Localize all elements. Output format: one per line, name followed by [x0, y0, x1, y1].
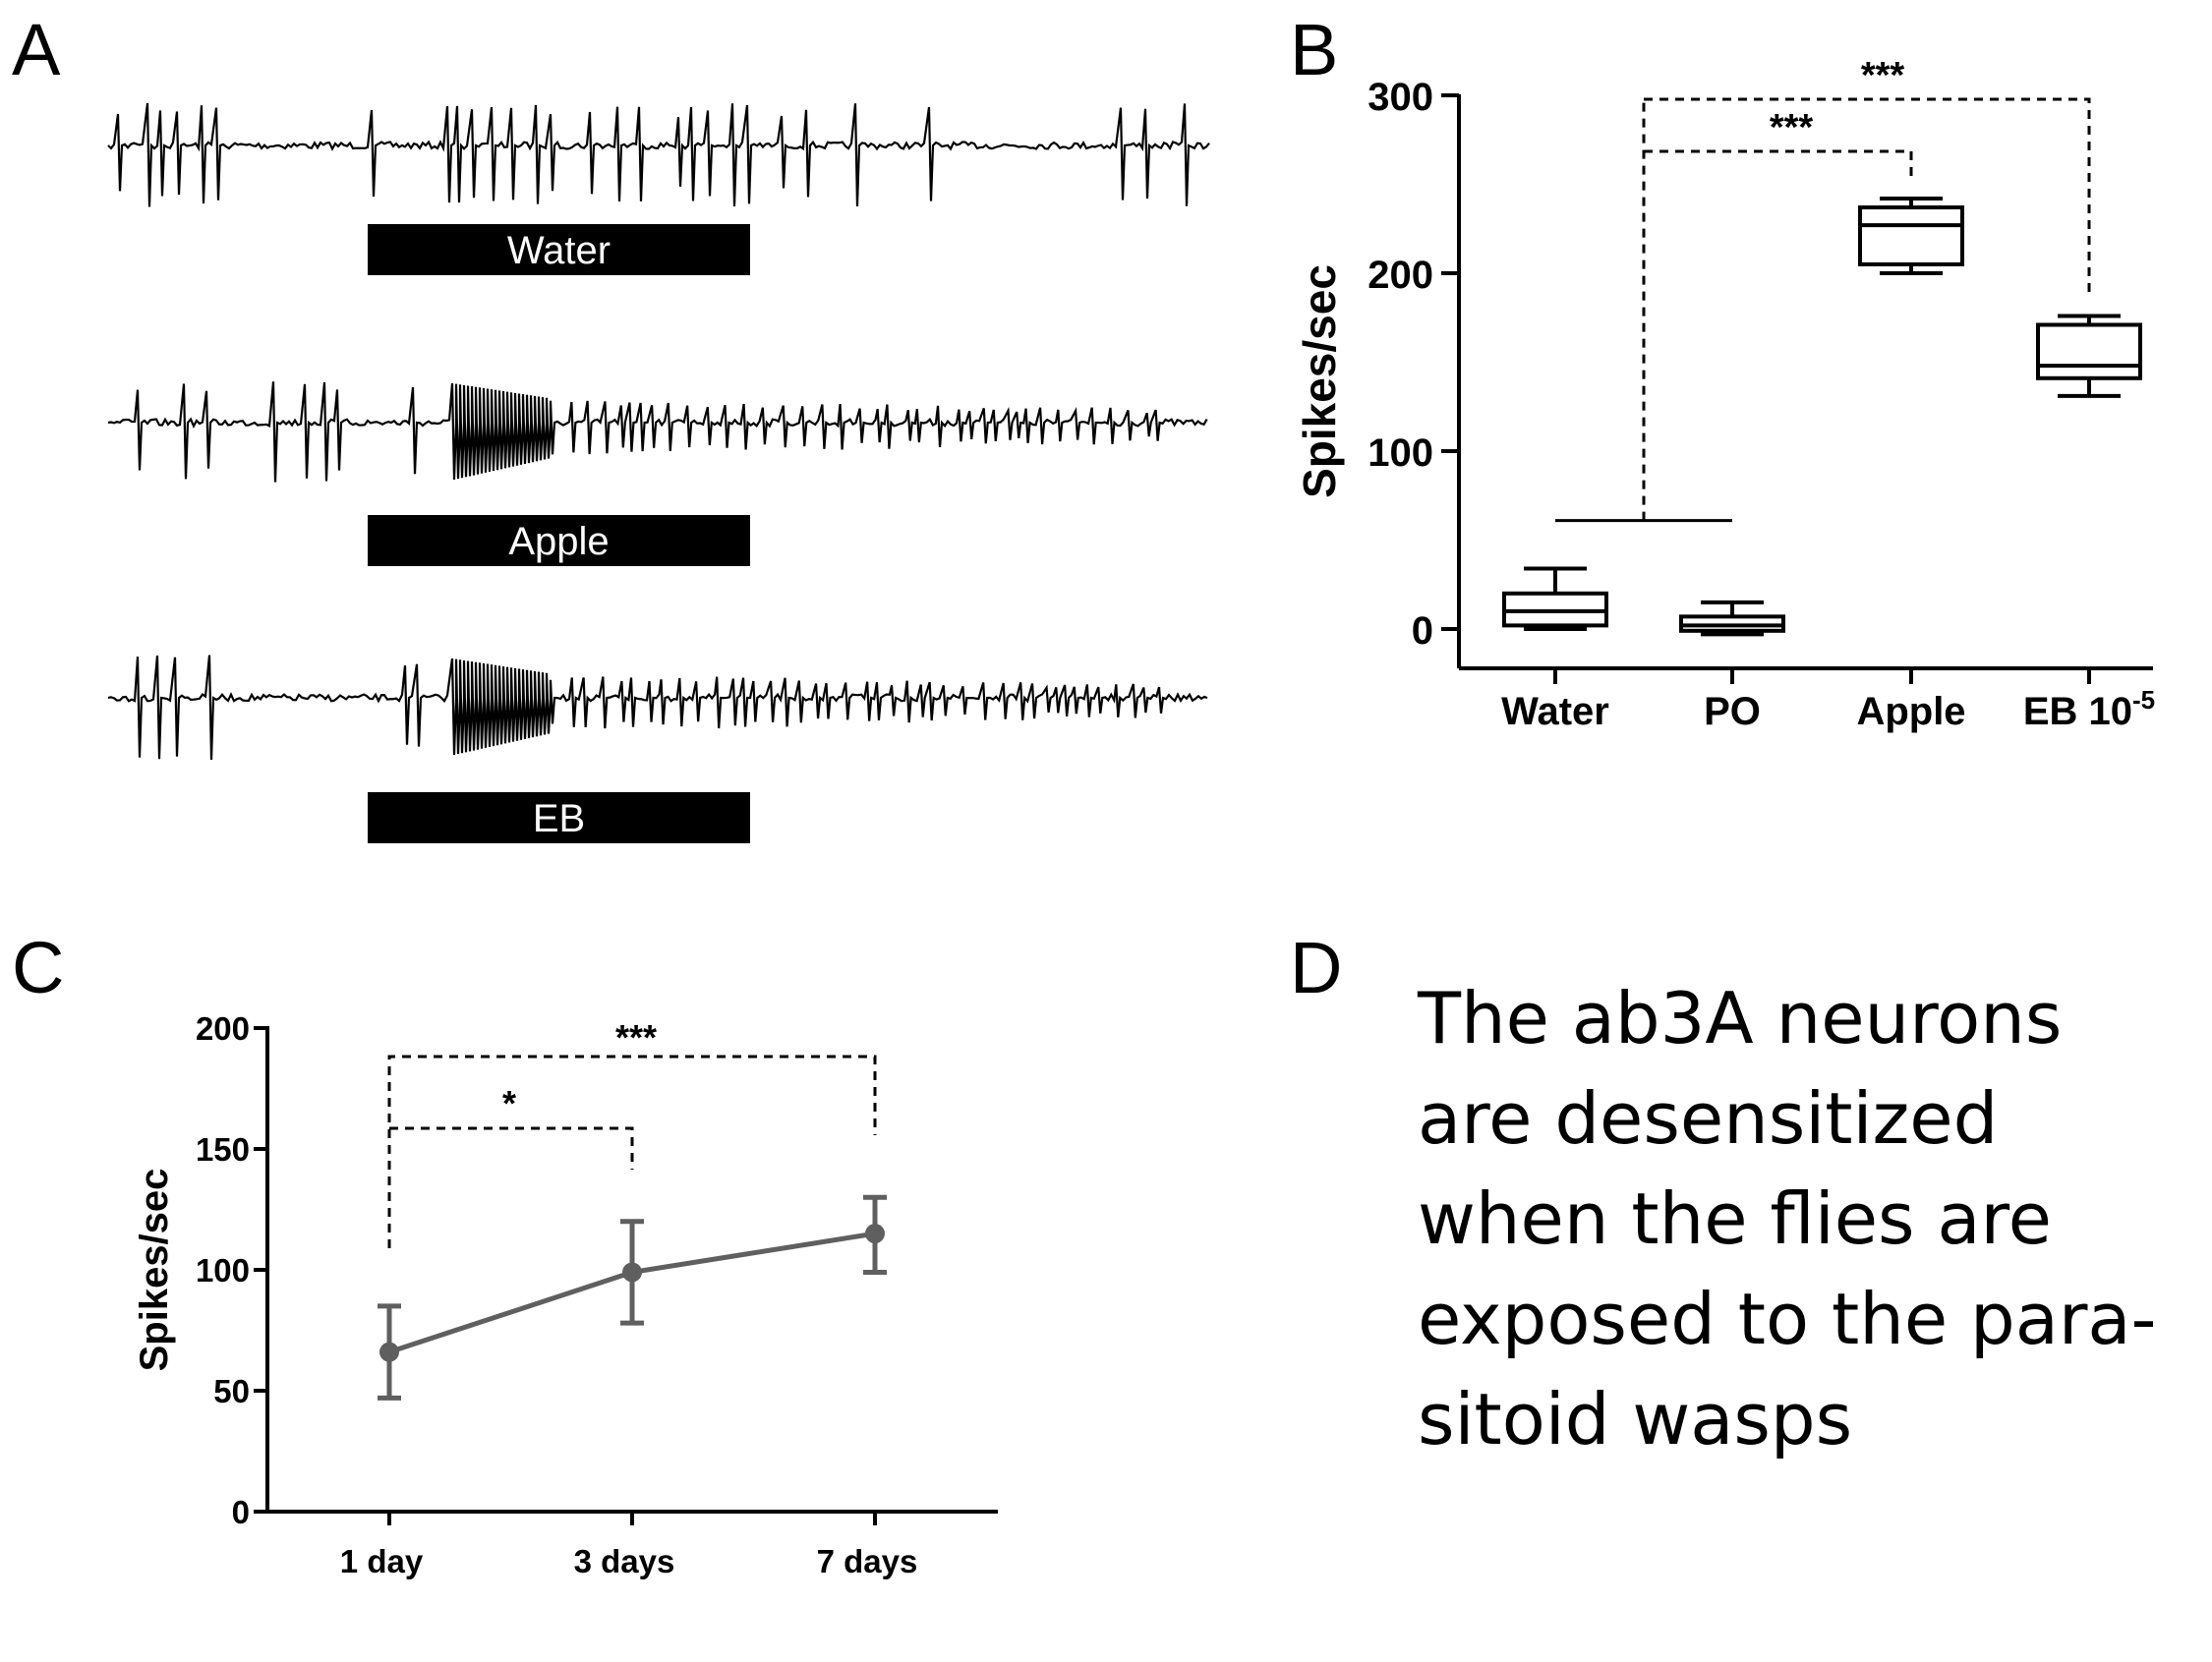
stimulus-label-apple: Apple	[508, 520, 609, 563]
b-xtick-label: PO	[1704, 690, 1761, 733]
c-xtick-label: 7 days	[817, 1543, 918, 1579]
b-xtick-label: Apple	[1856, 690, 1965, 733]
stimulus-label-eb: EB	[533, 797, 585, 840]
c-sig-bracket-inner	[389, 1126, 634, 1170]
b-xtick-superscript: -5	[2132, 685, 2155, 715]
b-xtick-label: EB 10-5	[2023, 685, 2155, 733]
c-y-axis-label: Spikes/sec	[133, 1169, 176, 1372]
c-xtick-label: 1 day	[340, 1543, 424, 1579]
c-data-point	[622, 1262, 642, 1283]
panel-d-line-5: sitoid wasps	[1418, 1378, 1853, 1461]
b-xtick-label: Water	[1501, 690, 1609, 733]
box-2	[1858, 196, 1964, 275]
b-sig-bracket	[1644, 97, 2091, 299]
trace-apple	[107, 381, 1208, 483]
c-ytick-label: 0	[232, 1494, 250, 1530]
stimulus-bar-water	[368, 224, 750, 275]
stimulus-bar-eb	[368, 792, 750, 843]
c-sig-label: ***	[615, 1017, 657, 1058]
b-ytick-label: 200	[1368, 254, 1433, 297]
panel-c-letter: C	[12, 927, 65, 1008]
stimulus-bar-apple	[368, 515, 750, 566]
c-ytick-label: 50	[213, 1373, 250, 1409]
panel-a-traces: Water Apple EB	[107, 102, 1210, 843]
panel-d-text: The ab3A neurons are desensitized when t…	[1418, 968, 2165, 1469]
panel-c-lineplot: 0 50 100 150 200 Spikes/sec 1 day 3 days 7 days *…	[133, 1010, 998, 1579]
c-sig-label: *	[502, 1083, 516, 1123]
b-y-axis-label: Spikes/sec	[1294, 264, 1345, 498]
b-ytick-label: 300	[1368, 76, 1433, 119]
panel-d-line-1: The ab3A neurons	[1418, 977, 2063, 1060]
stimulus-label-water: Water	[507, 229, 611, 272]
c-ytick-label: 100	[196, 1252, 250, 1289]
panel-b-boxplot: 0 100 200 300 Spikes/sec Water PO Apple EB 10-5 *…	[1294, 55, 2155, 733]
box-iqr	[1858, 205, 1964, 266]
panel-d-line-4: exposed to the para-	[1418, 1278, 2157, 1360]
b-sig-label: ***	[1861, 55, 1905, 96]
panel-d-letter: D	[1290, 927, 1343, 1008]
panel-d-line-3: when the flies are	[1418, 1177, 2052, 1260]
c-data-point	[379, 1342, 399, 1362]
c-data-point	[865, 1224, 885, 1244]
b-sig-label: ***	[1770, 107, 1814, 148]
c-ytick-label: 150	[196, 1131, 250, 1168]
trace-eb	[107, 655, 1208, 761]
box-3	[2036, 314, 2142, 398]
box-iqr	[2036, 322, 2142, 380]
panel-a-letter: A	[12, 9, 61, 90]
c-xtick-label: 3 days	[574, 1543, 675, 1579]
b-ytick-label: 0	[1412, 609, 1433, 653]
panel-d-line-2: are desensitized	[1418, 1077, 1999, 1160]
box-1	[1679, 600, 1785, 637]
panel-b-letter: B	[1290, 9, 1339, 90]
c-ytick-label: 200	[196, 1010, 250, 1047]
trace-water	[107, 102, 1210, 207]
b-ytick-label: 100	[1368, 431, 1433, 475]
box-0	[1502, 566, 1608, 631]
c-sig-bracket-outer	[387, 1055, 877, 1248]
b-sig-bracket	[1644, 149, 1913, 181]
